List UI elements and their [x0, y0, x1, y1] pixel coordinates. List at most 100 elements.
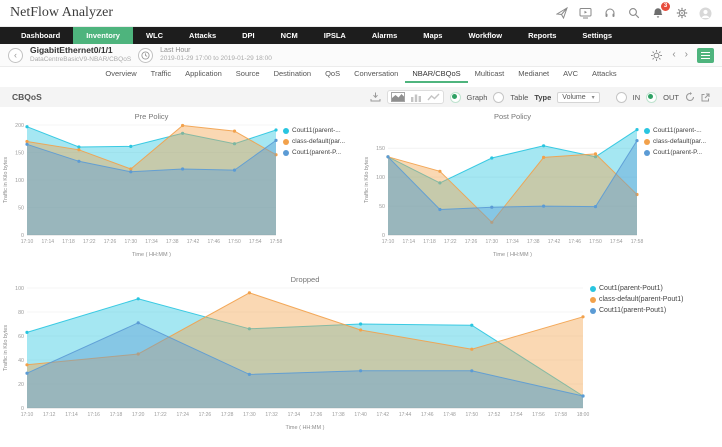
- svg-text:17:58: 17:58: [631, 239, 644, 245]
- svg-text:17:44: 17:44: [399, 412, 412, 418]
- legend-label: Cout11(parent-Pout1): [599, 307, 667, 314]
- nav-item-ncm[interactable]: NCM: [280, 31, 298, 40]
- nav-item-settings[interactable]: Settings: [582, 31, 613, 40]
- tab-medianet[interactable]: Medianet: [518, 69, 550, 78]
- svg-text:Time ( HH:MM ): Time ( HH:MM ): [286, 425, 325, 431]
- post-policy-chart: Post Policy 0 50 100 150 17:10 17:14 17:18 17:22…: [361, 110, 722, 265]
- in-radio[interactable]: [615, 91, 627, 103]
- tab-attacks[interactable]: Attacks: [592, 69, 617, 78]
- notifications-icon[interactable]: 3: [651, 1, 670, 20]
- svg-text:Traffic in Kilo bytes: Traffic in Kilo bytes: [364, 157, 370, 203]
- line-chart-icon[interactable]: [427, 92, 440, 102]
- menu-icon[interactable]: [697, 47, 714, 63]
- svg-text:150: 150: [376, 146, 385, 152]
- video-tour-icon[interactable]: [579, 7, 592, 20]
- tab-application[interactable]: Application: [185, 69, 222, 78]
- export-icon[interactable]: [370, 92, 381, 102]
- svg-text:17:12: 17:12: [43, 412, 56, 418]
- legend-item[interactable]: class-default(par...: [283, 138, 345, 145]
- svg-text:17:38: 17:38: [332, 412, 345, 418]
- user-avatar[interactable]: [699, 7, 712, 20]
- time-range[interactable]: Last Hour 2019-01-29 17:00 to 2019-01-29…: [160, 47, 272, 63]
- clock-icon[interactable]: [138, 47, 154, 63]
- svg-text:17:58: 17:58: [270, 239, 283, 245]
- svg-text:17:48: 17:48: [443, 412, 456, 418]
- tab-avc[interactable]: AVC: [563, 69, 578, 78]
- support-icon[interactable]: [603, 7, 616, 20]
- tab-multicast[interactable]: Multicast: [474, 69, 505, 78]
- chevron-left-icon[interactable]: ‹: [672, 49, 676, 60]
- svg-text:17:46: 17:46: [208, 239, 221, 245]
- legend-label: Cout1(parent-P...: [292, 149, 342, 156]
- legend-dot-icon: [644, 127, 650, 134]
- svg-text:17:30: 17:30: [486, 239, 499, 245]
- tab-source[interactable]: Source: [235, 69, 260, 78]
- svg-text:17:22: 17:22: [83, 239, 96, 245]
- svg-text:200: 200: [15, 123, 24, 129]
- type-select[interactable]: Volume ▾: [557, 91, 600, 103]
- bar-chart-icon[interactable]: [410, 92, 422, 102]
- nav-item-dashboard[interactable]: Dashboard: [21, 31, 61, 40]
- tab-conversation[interactable]: Conversation: [354, 69, 399, 78]
- table-radio-label: Table: [510, 92, 529, 102]
- legend-dot-icon: [283, 138, 289, 145]
- chevron-down-icon: ▾: [591, 94, 595, 101]
- legend-label: Cout11(parent-...: [292, 127, 341, 134]
- search-icon[interactable]: [627, 7, 640, 20]
- tab-qos[interactable]: QoS: [325, 69, 341, 78]
- legend-item[interactable]: Cout11(parent-...: [283, 127, 345, 134]
- tab-destination[interactable]: Destination: [273, 69, 312, 78]
- legend-item[interactable]: class-default(par...: [644, 138, 706, 145]
- table-radio[interactable]: [493, 91, 505, 103]
- nav-item-ipsla[interactable]: IPSLA: [323, 31, 346, 40]
- svg-text:100: 100: [15, 286, 24, 292]
- legend-item[interactable]: Cout1(parent-P...: [283, 149, 345, 156]
- svg-text:17:14: 17:14: [42, 239, 55, 245]
- type-label: Type: [534, 92, 552, 102]
- svg-text:17:38: 17:38: [527, 239, 540, 245]
- send-icon[interactable]: [555, 7, 568, 20]
- dropped-legend: Cout1(parent-Pout1) class-default(parent-…: [590, 273, 683, 314]
- post-policy-legend: Cout11(parent-... class-default(par... Cou…: [644, 110, 706, 156]
- svg-text:17:14: 17:14: [65, 412, 78, 418]
- back-icon[interactable]: ‹: [8, 47, 23, 63]
- svg-text:17:10: 17:10: [382, 239, 395, 245]
- chevron-right-icon[interactable]: ›: [684, 49, 688, 60]
- device-info: GigabitEthernet0/1/1 DataCentreBasicV9-N…: [30, 46, 131, 64]
- tab-overview[interactable]: Overview: [105, 69, 137, 78]
- chart-row-top: Pre Policy 0 50 100 150 200 17:10 17:14 17:18 17:…: [0, 110, 722, 265]
- tab-traffic[interactable]: Traffic: [150, 69, 172, 78]
- nav-item-reports[interactable]: Reports: [528, 31, 557, 40]
- legend-item[interactable]: Cout11(parent-...: [644, 127, 706, 134]
- legend-dot-icon: [590, 285, 596, 292]
- nav-item-attacks[interactable]: Attacks: [189, 31, 217, 40]
- nav-item-workflow[interactable]: Workflow: [468, 31, 503, 40]
- legend-item[interactable]: class-default(parent-Pout1): [590, 296, 683, 303]
- nav-item-inventory[interactable]: Inventory: [73, 27, 133, 44]
- nav-item-maps[interactable]: Maps: [423, 31, 443, 40]
- svg-text:17:32: 17:32: [265, 412, 278, 418]
- svg-text:Time ( HH:MM ): Time ( HH:MM ): [493, 252, 532, 258]
- legend-item[interactable]: Cout1(parent-Pout1): [590, 285, 683, 292]
- svg-text:17:50: 17:50: [228, 239, 241, 245]
- legend-dot-icon: [283, 127, 289, 134]
- tab-nbar-cbqos[interactable]: NBAR/CBQoS: [405, 66, 468, 83]
- nav-item-alarms[interactable]: Alarms: [371, 31, 398, 40]
- out-radio[interactable]: [646, 91, 658, 103]
- expand-icon[interactable]: [701, 92, 710, 102]
- refresh-icon[interactable]: [685, 92, 695, 102]
- svg-text:17:34: 17:34: [288, 412, 301, 418]
- header-icons: 3: [555, 1, 712, 20]
- nav-item-wlc[interactable]: WLC: [145, 31, 164, 40]
- nav-item-dpi[interactable]: DPI: [242, 31, 255, 40]
- settings-icon[interactable]: [675, 7, 688, 20]
- alarm-icon[interactable]: [650, 49, 663, 62]
- graph-radio[interactable]: [449, 91, 461, 103]
- svg-text:Post Policy: Post Policy: [494, 112, 531, 121]
- dropped-plot: Dropped 0 20 40 60 80 100 17:10 17:12 17:14 17:16 1…: [0, 273, 590, 438]
- svg-text:17:40: 17:40: [354, 412, 367, 418]
- legend-dot-icon: [590, 296, 596, 303]
- legend-item[interactable]: Cout1(parent-P...: [644, 149, 706, 156]
- area-chart-icon[interactable]: [390, 92, 405, 102]
- legend-item[interactable]: Cout11(parent-Pout1): [590, 307, 683, 314]
